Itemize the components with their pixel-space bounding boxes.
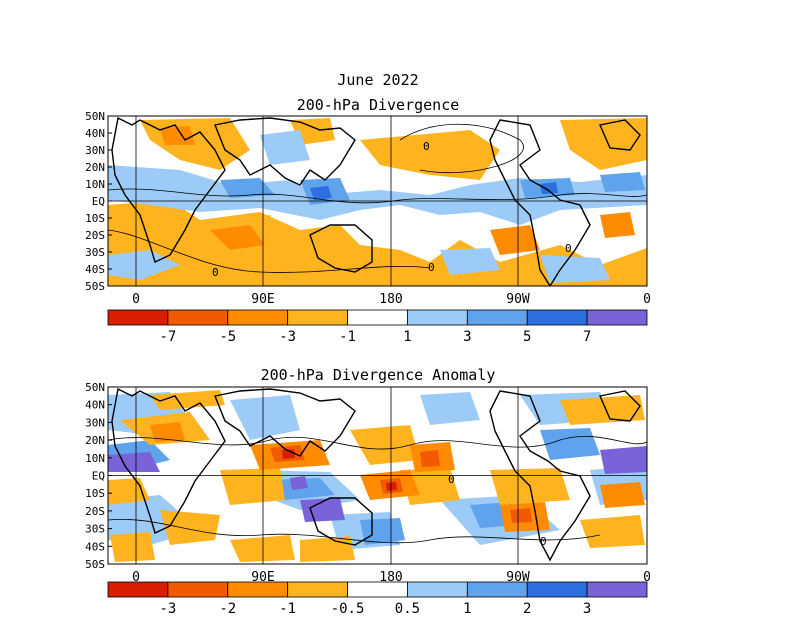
latitude-label: 30S bbox=[85, 246, 105, 259]
contour-label: 0 bbox=[448, 473, 455, 486]
latitude-label: 10N bbox=[85, 178, 105, 191]
longitude-label: 180 bbox=[379, 570, 402, 585]
longitude-label: 0 bbox=[643, 570, 651, 585]
latitude-label: EQ bbox=[92, 195, 105, 208]
colorbar-swatch bbox=[287, 309, 348, 326]
latitude-label: 50S bbox=[85, 280, 105, 293]
longitude-label: 0 bbox=[643, 292, 651, 307]
longitude-labels: 0 90E 180 90W 0 bbox=[132, 292, 651, 307]
colorbar-label: -2 bbox=[219, 601, 236, 617]
latitude-label: 20S bbox=[85, 505, 105, 518]
latitude-labels: 50N 40N 30N 20N 10N EQ 10S 20S 30S 40S 50S bbox=[85, 110, 112, 293]
colorbar-swatch bbox=[407, 309, 468, 326]
latitude-label: 10S bbox=[85, 487, 105, 500]
colorbar-label: 0.5 bbox=[395, 601, 420, 617]
colorbar-swatch bbox=[586, 309, 648, 326]
colorbar-swatch bbox=[466, 309, 528, 326]
gridlines bbox=[108, 387, 647, 564]
coastlines bbox=[111, 116, 641, 286]
colorbar: -3 -2 -1 -0.5 0.5 1 2 3 bbox=[107, 581, 648, 617]
colorbar-swatch bbox=[167, 309, 229, 326]
latitude-label: 20N bbox=[85, 434, 105, 447]
latitude-label: 40N bbox=[85, 127, 105, 140]
colorbar-label: -1 bbox=[279, 601, 296, 617]
latitude-label: 40S bbox=[85, 540, 105, 553]
latitude-label: 50N bbox=[85, 110, 105, 123]
longitude-label: 0 bbox=[132, 292, 140, 307]
colorbar-swatch bbox=[586, 581, 648, 598]
longitude-label: 90E bbox=[251, 570, 274, 585]
colorbar: -7 -5 -3 -1 1 3 5 7 bbox=[107, 309, 648, 345]
latitude-label: EQ bbox=[92, 470, 105, 483]
latitude-label: 50S bbox=[85, 558, 105, 571]
longitude-label: 90E bbox=[251, 292, 274, 307]
colorbar-swatch bbox=[347, 309, 408, 326]
colorbar-label: -1 bbox=[339, 329, 356, 345]
longitude-labels: 0 90E 180 90W 0 bbox=[132, 570, 651, 585]
colorbar-swatch bbox=[526, 309, 588, 326]
colorbar-label: 3 bbox=[583, 601, 591, 617]
contour-label: 0 bbox=[540, 535, 547, 548]
colorbar-swatch bbox=[526, 581, 588, 598]
latitude-labels: 50N 40N 30N 20N 10N EQ 10S 20S 30S 40S 50S bbox=[85, 381, 112, 571]
colorbar-label: -0.5 bbox=[331, 601, 365, 617]
zero-contours bbox=[108, 435, 647, 544]
latitude-label: 50N bbox=[85, 381, 105, 394]
figure-title: June 2022 bbox=[337, 71, 418, 89]
colorbar-label: 7 bbox=[583, 329, 591, 345]
latitude-label: 10N bbox=[85, 452, 105, 465]
colorbar-label: 1 bbox=[463, 601, 471, 617]
latitude-label: 40S bbox=[85, 263, 105, 276]
panel-divergence-anomaly: 200-hPa Divergence Anomaly bbox=[85, 366, 651, 617]
latitude-label: 40N bbox=[85, 399, 105, 412]
colorbar-swatch bbox=[407, 581, 468, 598]
colorbar-label: -5 bbox=[219, 329, 236, 345]
latitude-label: 30N bbox=[85, 144, 105, 157]
latitude-label: 20S bbox=[85, 229, 105, 242]
contour-label: 0 bbox=[423, 140, 430, 153]
contour-label: 0 bbox=[212, 266, 219, 279]
colorbar-label: 1 bbox=[403, 329, 411, 345]
colorbar-swatch bbox=[107, 581, 169, 598]
colorbar-label: 2 bbox=[523, 601, 531, 617]
colorbar-label: 3 bbox=[463, 329, 471, 345]
contour-label: 0 bbox=[565, 242, 572, 255]
colorbar-swatch bbox=[107, 309, 169, 326]
panel-title: 200-hPa Divergence Anomaly bbox=[261, 366, 496, 384]
longitude-label: 90W bbox=[506, 292, 530, 307]
gridlines bbox=[108, 116, 647, 286]
colorbar-label: -7 bbox=[159, 329, 176, 345]
colorbar-swatch bbox=[167, 581, 229, 598]
colorbar-swatch bbox=[227, 309, 289, 326]
latitude-label: 10S bbox=[85, 212, 105, 225]
longitude-label: 180 bbox=[379, 292, 402, 307]
colorbar-swatch bbox=[347, 581, 408, 598]
colorbar-label: -3 bbox=[279, 329, 296, 345]
colorbar-label: -3 bbox=[159, 601, 176, 617]
longitude-label: 90W bbox=[506, 570, 530, 585]
panel-divergence: 200-hPa Divergence bbox=[85, 96, 651, 345]
colorbar-swatch bbox=[227, 581, 289, 598]
latitude-label: 20N bbox=[85, 161, 105, 174]
latitude-label: 30N bbox=[85, 416, 105, 429]
colorbar-label: 5 bbox=[523, 329, 531, 345]
latitude-label: 30S bbox=[85, 523, 105, 536]
colorbar-swatch bbox=[287, 581, 348, 598]
colorbar-swatch bbox=[466, 581, 528, 598]
contour-label: 0 bbox=[428, 261, 435, 274]
coastlines bbox=[111, 387, 641, 562]
longitude-label: 0 bbox=[132, 570, 140, 585]
panel-title: 200-hPa Divergence bbox=[297, 96, 460, 114]
